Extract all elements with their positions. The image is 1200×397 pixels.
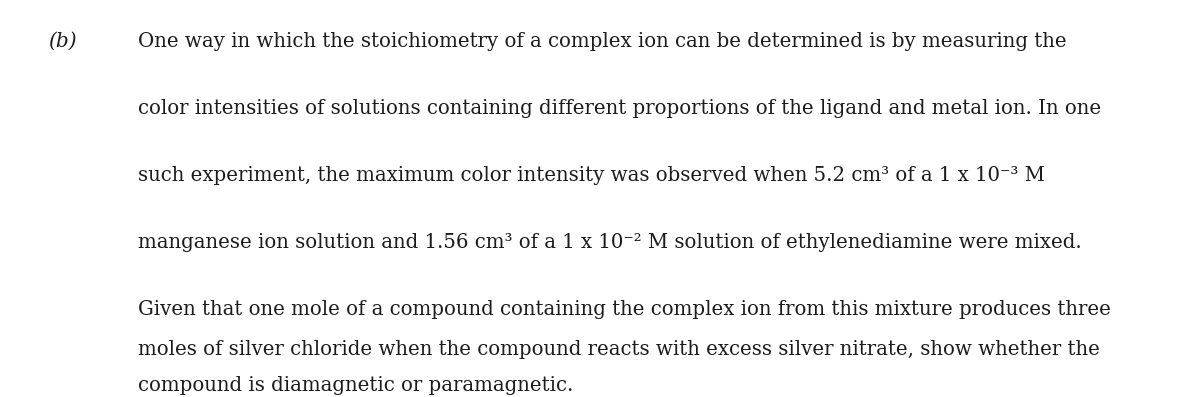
Text: compound is diamagnetic or paramagnetic.: compound is diamagnetic or paramagnetic. xyxy=(138,376,574,395)
Text: One way in which the stoichiometry of a complex ion can be determined is by meas: One way in which the stoichiometry of a … xyxy=(138,32,1067,51)
Text: such experiment, the maximum color intensity was observed when 5.2 cm³ of a 1 x : such experiment, the maximum color inten… xyxy=(138,166,1045,185)
Text: (b): (b) xyxy=(48,32,77,51)
Text: manganese ion solution and 1.56 cm³ of a 1 x 10⁻² M solution of ethylenediamine : manganese ion solution and 1.56 cm³ of a… xyxy=(138,233,1081,252)
Text: moles of silver chloride when the compound reacts with excess silver nitrate, sh: moles of silver chloride when the compou… xyxy=(138,340,1100,359)
Text: color intensities of solutions containing different proportions of the ligand an: color intensities of solutions containin… xyxy=(138,99,1102,118)
Text: Given that one mole of a compound containing the complex ion from this mixture p: Given that one mole of a compound contai… xyxy=(138,300,1111,319)
